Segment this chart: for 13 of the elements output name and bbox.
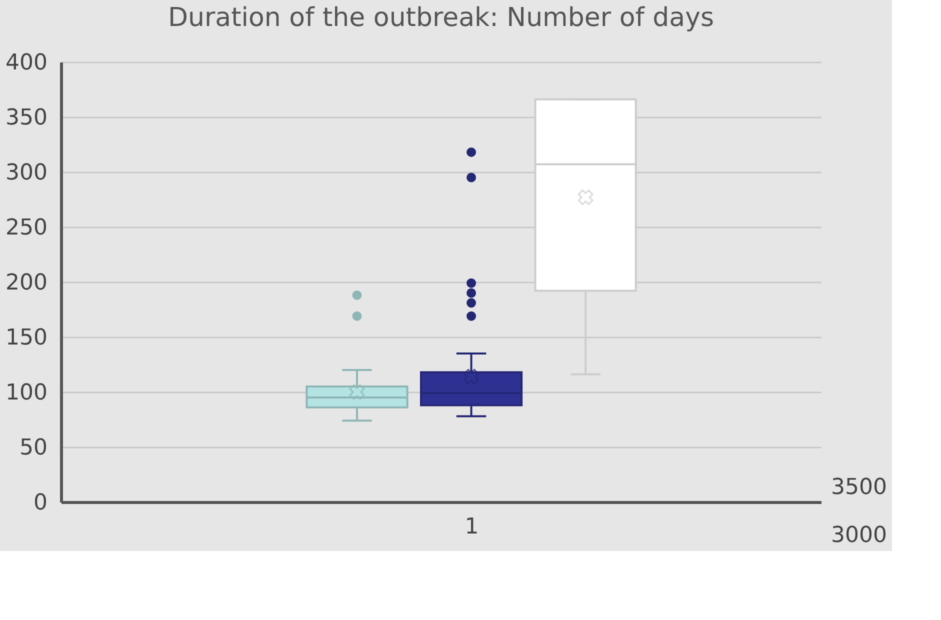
y-tick-label: 50 — [20, 436, 48, 460]
y-tick-label: 0 — [34, 490, 48, 516]
y-tick-label: 150 — [6, 326, 48, 350]
x-tick-label: 1 — [464, 514, 479, 540]
text: 3500 — [831, 475, 887, 500]
text: 3000 — [831, 523, 887, 548]
y-tick-label: 400 — [6, 50, 48, 76]
y-tick-label: 350 — [6, 106, 48, 130]
y-tick-label: 250 — [6, 216, 48, 240]
y-tick-label: 100 — [6, 380, 48, 406]
chart-title: Duration of the outbreak: Number of days — [168, 3, 714, 33]
y-tick-label: 200 — [6, 270, 48, 296]
y-tick-label: 300 — [6, 160, 48, 186]
